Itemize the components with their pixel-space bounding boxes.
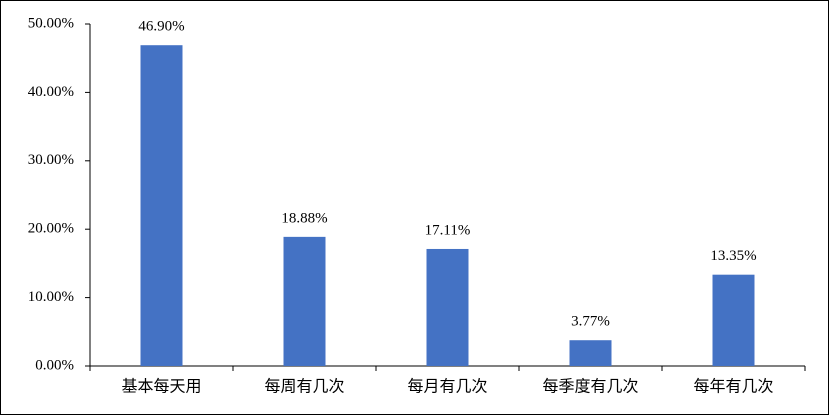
bar <box>283 236 326 366</box>
x-tick-label: 每月有几次 <box>407 378 487 396</box>
value-label: 17.11% <box>425 222 471 238</box>
value-label: 3.77% <box>571 314 610 330</box>
value-label: 13.35% <box>710 248 756 264</box>
y-tick-label: 0.00% <box>35 357 74 373</box>
y-tick-label: 20.00% <box>28 221 74 237</box>
value-label: 46.90% <box>138 19 184 35</box>
y-tick-label: 30.00% <box>28 152 74 168</box>
value-label: 18.88% <box>281 210 327 226</box>
y-tick-label: 50.00% <box>28 15 74 31</box>
bar <box>426 248 469 366</box>
x-tick-label: 每年有几次 <box>693 378 773 396</box>
x-tick-label: 每周有几次 <box>264 378 344 396</box>
x-tick-label: 每季度有几次 <box>542 378 638 396</box>
y-tick-label: 10.00% <box>28 289 74 305</box>
x-tick-label: 基本每天用 <box>121 378 201 396</box>
y-tick-label: 40.00% <box>28 84 74 100</box>
bar <box>140 45 183 366</box>
bar <box>569 340 612 366</box>
bar <box>712 274 755 366</box>
